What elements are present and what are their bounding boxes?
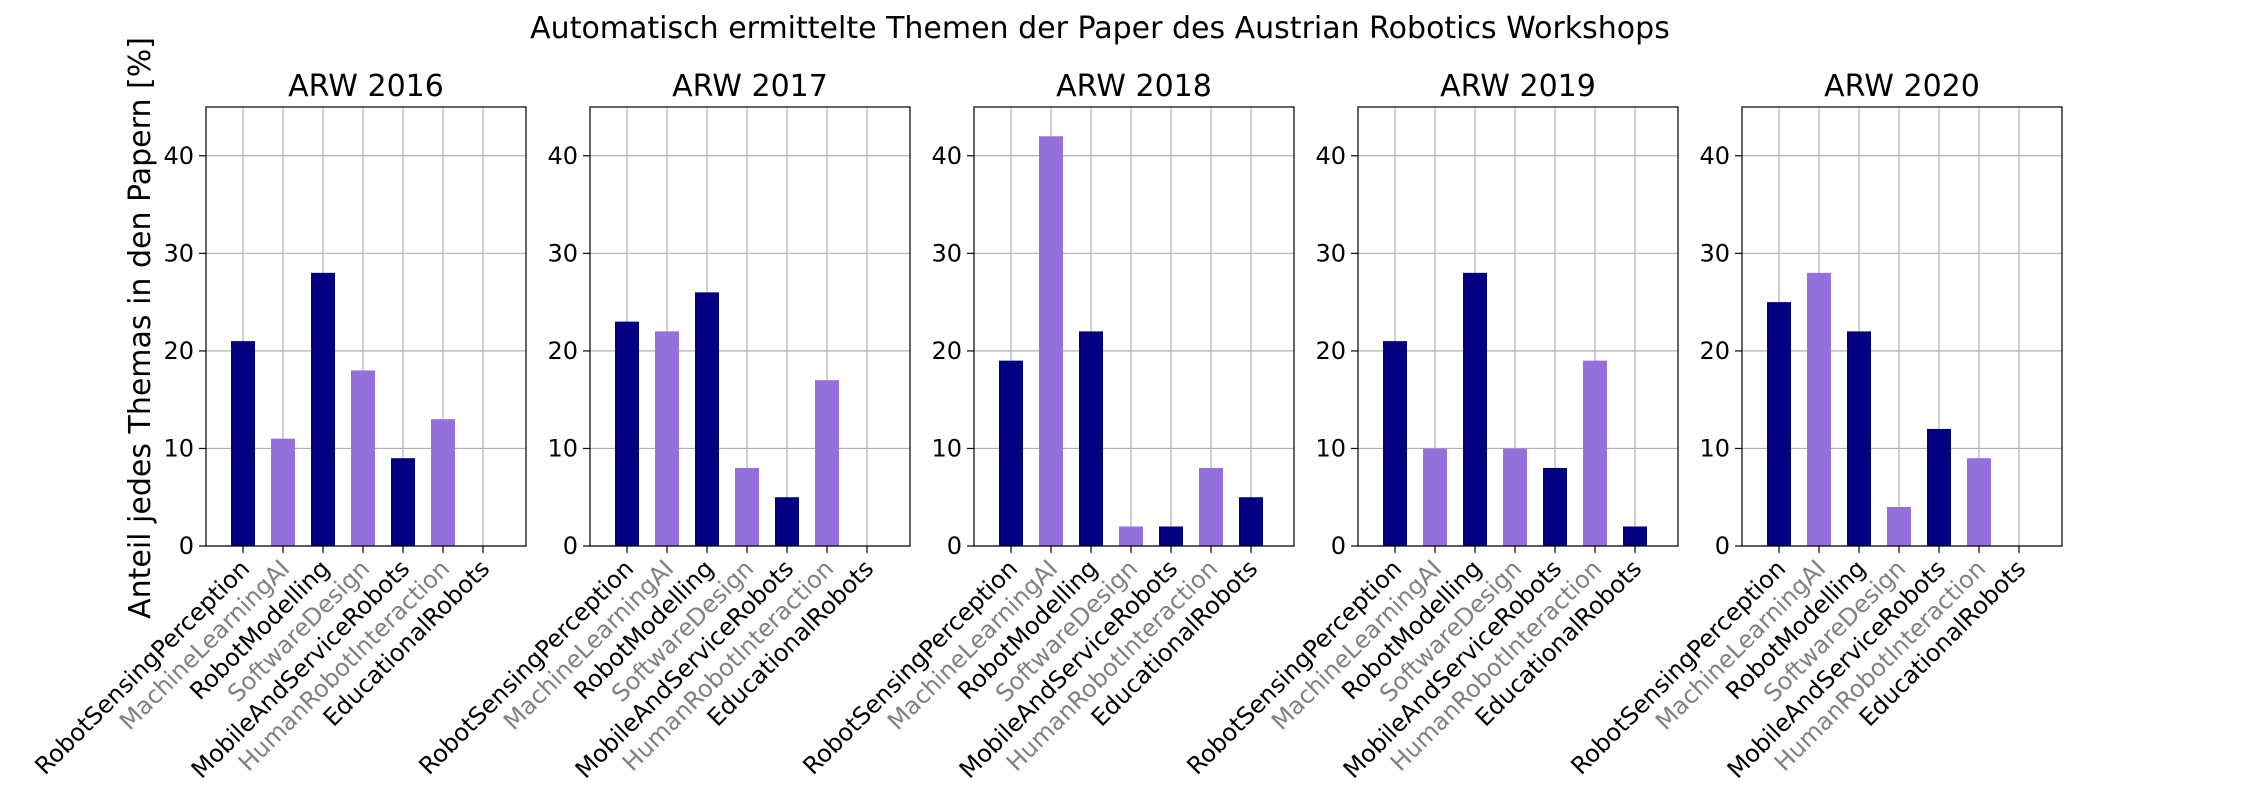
- bar-RobotSensingPerception: [1767, 302, 1791, 546]
- y-tick-label: 40: [547, 142, 578, 170]
- y-tick-label: 30: [163, 239, 194, 267]
- bar-HumanRobotInteraction: [1199, 467, 1223, 546]
- y-tick-label: 10: [931, 434, 962, 462]
- bar-HumanRobotInteraction: [815, 380, 839, 546]
- y-axis-label: Anteil jedes Themas in den Papern [%]: [123, 37, 158, 619]
- bar-MobileAndServiceRobots: [391, 458, 415, 546]
- bar-MobileAndServiceRobots: [1543, 467, 1567, 546]
- y-tick-label: 30: [547, 239, 578, 267]
- bar-SoftwareDesign: [1887, 506, 1911, 546]
- y-tick-label: 10: [547, 434, 578, 462]
- plot-frame: [1741, 106, 2063, 547]
- panel-arw-3: 010203040RobotSensingPerceptionMachineLe…: [797, 69, 1295, 784]
- bar-RobotSensingPerception: [615, 321, 639, 546]
- figure-title: Automatisch ermittelte Themen der Paper …: [530, 11, 1670, 46]
- y-tick-label: 10: [1699, 434, 1730, 462]
- plot-frame: [1357, 106, 1679, 547]
- bar-SoftwareDesign: [1503, 448, 1527, 546]
- panel-title: ARW 2016: [288, 69, 444, 104]
- bar-MachineLearningAI: [1807, 272, 1831, 546]
- y-tick-label: 30: [931, 239, 962, 267]
- y-tick-label: 20: [547, 337, 578, 365]
- bar-MachineLearningAI: [655, 331, 679, 546]
- y-tick-label: 40: [1699, 142, 1730, 170]
- panel-arw-5: 010203040RobotSensingPerceptionMachineLe…: [1565, 69, 2063, 784]
- bar-MachineLearningAI: [1039, 136, 1063, 546]
- y-tick-label: 40: [931, 142, 962, 170]
- bar-RobotSensingPerception: [1383, 341, 1407, 546]
- bar-RobotModelling: [1847, 331, 1871, 546]
- panel-title: ARW 2017: [672, 69, 828, 104]
- bar-RobotModelling: [695, 292, 719, 546]
- panel-arw-2: 010203040RobotSensingPerceptionMachineLe…: [413, 69, 911, 784]
- bar-RobotModelling: [1463, 272, 1487, 546]
- bar-RobotModelling: [1079, 331, 1103, 546]
- panel-arw-1: 010203040RobotSensingPerceptionMachineLe…: [29, 69, 527, 784]
- y-tick-label: 40: [163, 142, 194, 170]
- bar-RobotSensingPerception: [999, 360, 1023, 546]
- bar-MobileAndServiceRobots: [1927, 428, 1951, 546]
- plot-frame: [589, 106, 911, 547]
- panel-title: ARW 2019: [1440, 69, 1596, 104]
- y-tick-label: 20: [1699, 337, 1730, 365]
- panel-title: ARW 2020: [1824, 69, 1980, 104]
- bar-EducationalRobots: [1623, 526, 1647, 546]
- bar-RobotModelling: [311, 272, 335, 546]
- bar-SoftwareDesign: [351, 370, 375, 546]
- y-tick-label: 10: [163, 434, 194, 462]
- y-tick-label: 0: [1331, 532, 1346, 560]
- bar-MobileAndServiceRobots: [1159, 526, 1183, 546]
- y-tick-label: 10: [1315, 434, 1346, 462]
- y-tick-label: 20: [931, 337, 962, 365]
- y-tick-label: 0: [179, 532, 194, 560]
- chart-panels: 010203040RobotSensingPerceptionMachineLe…: [29, 69, 2063, 784]
- y-tick-label: 20: [1315, 337, 1346, 365]
- plot-frame: [205, 106, 527, 547]
- bar-HumanRobotInteraction: [431, 419, 455, 546]
- y-tick-label: 0: [1715, 532, 1730, 560]
- bar-SoftwareDesign: [735, 467, 759, 546]
- y-tick-label: 20: [163, 337, 194, 365]
- bar-MobileAndServiceRobots: [775, 497, 799, 546]
- bar-HumanRobotInteraction: [1583, 360, 1607, 546]
- bar-MachineLearningAI: [271, 438, 295, 546]
- y-tick-label: 40: [1315, 142, 1346, 170]
- y-tick-label: 0: [947, 532, 962, 560]
- bar-SoftwareDesign: [1119, 526, 1143, 546]
- y-tick-label: 0: [563, 532, 578, 560]
- panel-title: ARW 2018: [1056, 69, 1212, 104]
- bar-RobotSensingPerception: [231, 341, 255, 546]
- bar-HumanRobotInteraction: [1967, 458, 1991, 546]
- y-tick-label: 30: [1315, 239, 1346, 267]
- y-tick-label: 30: [1699, 239, 1730, 267]
- bar-MachineLearningAI: [1423, 448, 1447, 546]
- panel-arw-4: 010203040RobotSensingPerceptionMachineLe…: [1181, 69, 1679, 784]
- bar-EducationalRobots: [1239, 497, 1263, 546]
- plot-frame: [973, 106, 1295, 547]
